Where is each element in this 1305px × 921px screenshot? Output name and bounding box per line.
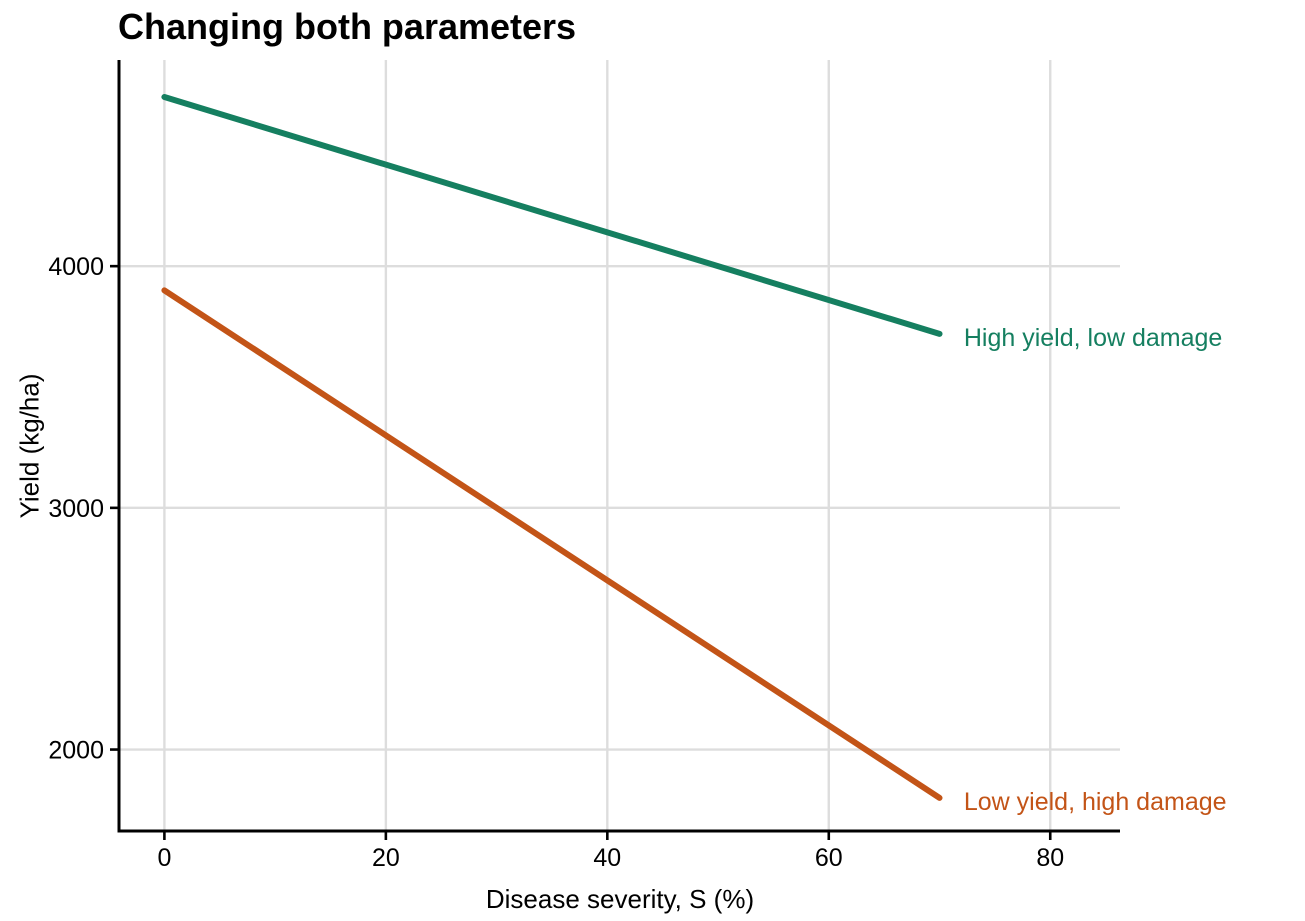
y-axis-title: Yield (kg/ha): [14, 373, 45, 519]
x-axis-title: Disease severity, S (%): [485, 884, 755, 914]
x-tick-label-20: 20: [372, 844, 400, 872]
series-line-0: [161, 93, 943, 337]
series-label-0: High yield, low damage: [964, 324, 1222, 352]
series-line-1: [161, 287, 943, 801]
y-tick-label-3000: 3000: [48, 495, 104, 523]
x-tick-label-0: 0: [157, 844, 171, 872]
series-label-1: Low yield, high damage: [964, 788, 1227, 816]
y-tick-label-2000: 2000: [48, 737, 104, 765]
x-tick-label-80: 80: [1036, 844, 1064, 872]
x-tick-label-40: 40: [593, 844, 621, 872]
axis-lines: [117, 60, 1120, 833]
y-tick-label-4000: 4000: [48, 253, 104, 281]
chart-title: Changing both parameters: [118, 6, 577, 47]
x-tick-label-60: 60: [815, 844, 843, 872]
